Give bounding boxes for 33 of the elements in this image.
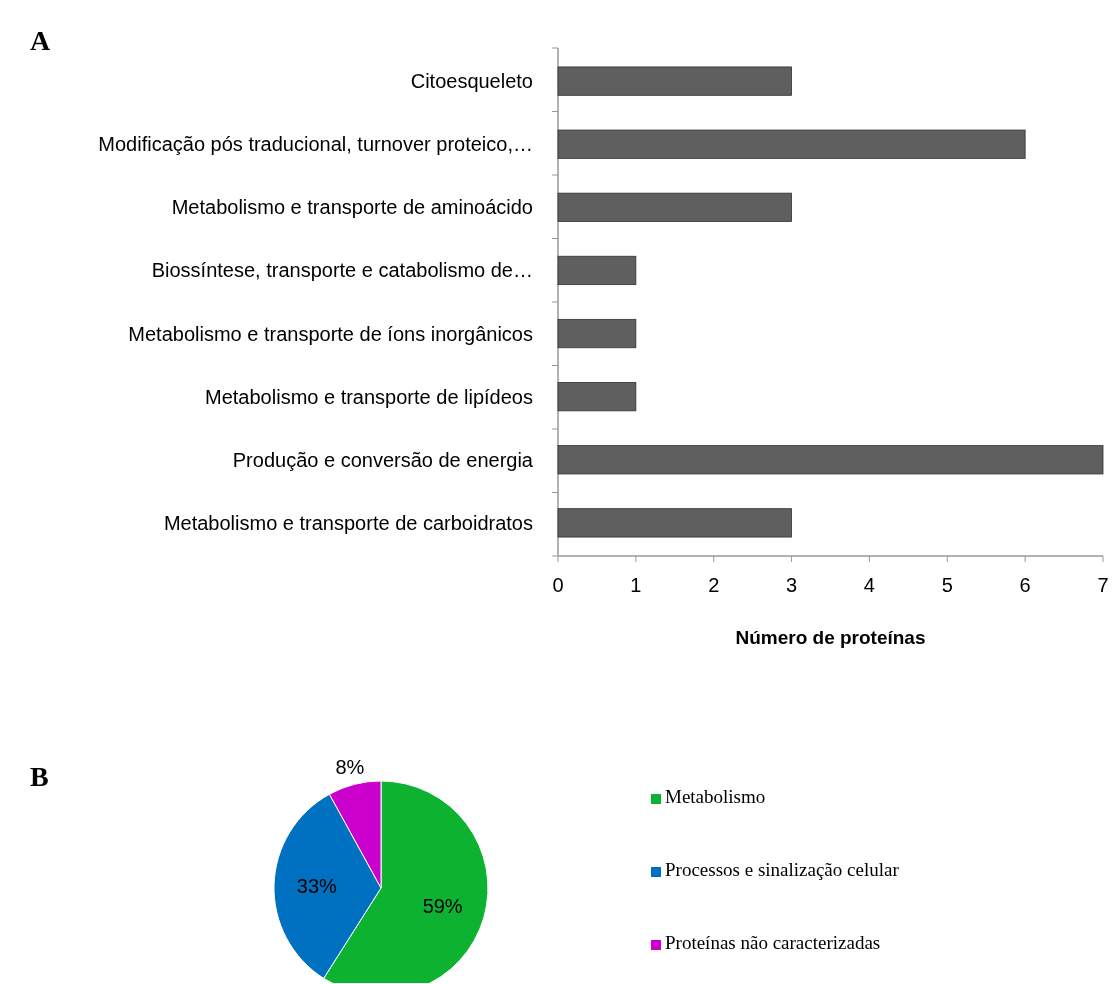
- legend-label: Proteínas não caracterizadas: [665, 932, 881, 953]
- x-tick-label: 0: [552, 574, 564, 596]
- x-tick-label: 1: [630, 574, 642, 596]
- text: B: [30, 761, 49, 792]
- y-tick-label: Produção e conversão de energia: [232, 448, 534, 471]
- bar: [557, 382, 637, 412]
- bar: [557, 255, 637, 286]
- y-tick-label: Metabolismo e transporte de aminoácido: [171, 196, 533, 219]
- text: A: [30, 25, 51, 56]
- legend-label: Processos e sinalização celular: [665, 859, 900, 880]
- y-tick-label: Metabolismo e transporte de carboidratos: [163, 511, 533, 534]
- x-tick-label: 3: [786, 574, 798, 596]
- data-label: 59%: [422, 894, 463, 917]
- data-label: 8%: [335, 755, 365, 778]
- bar: [557, 129, 1026, 159]
- y-tick-label: Metabolismo e transporte de lipídeos: [205, 385, 533, 408]
- x-tick-label: 6: [1019, 574, 1031, 596]
- x-tick-label: 4: [863, 574, 875, 596]
- x-tick-label: 7: [1097, 574, 1109, 596]
- y-tick-label: Metabolismo e transporte de íons inorgânicos: [128, 322, 533, 345]
- y-tick-label: Biossíntese, transporte e catabolismo de…: [151, 259, 533, 282]
- bar: [557, 318, 637, 349]
- x-axis-title: Número de proteínas: [735, 627, 926, 648]
- bar: [557, 508, 792, 538]
- bar: [557, 445, 1104, 475]
- x-tick-label: 2: [708, 574, 720, 596]
- bar: [557, 192, 792, 222]
- x-tick-label: 5: [941, 574, 953, 596]
- legend-label: Metabolismo: [665, 786, 766, 807]
- y-tick-label: Citoesqueleto: [410, 70, 533, 93]
- bar: [557, 66, 792, 96]
- y-tick-label: Modificação pós traducional, turnover proteico,…: [98, 133, 533, 156]
- data-label: 33%: [296, 874, 338, 897]
